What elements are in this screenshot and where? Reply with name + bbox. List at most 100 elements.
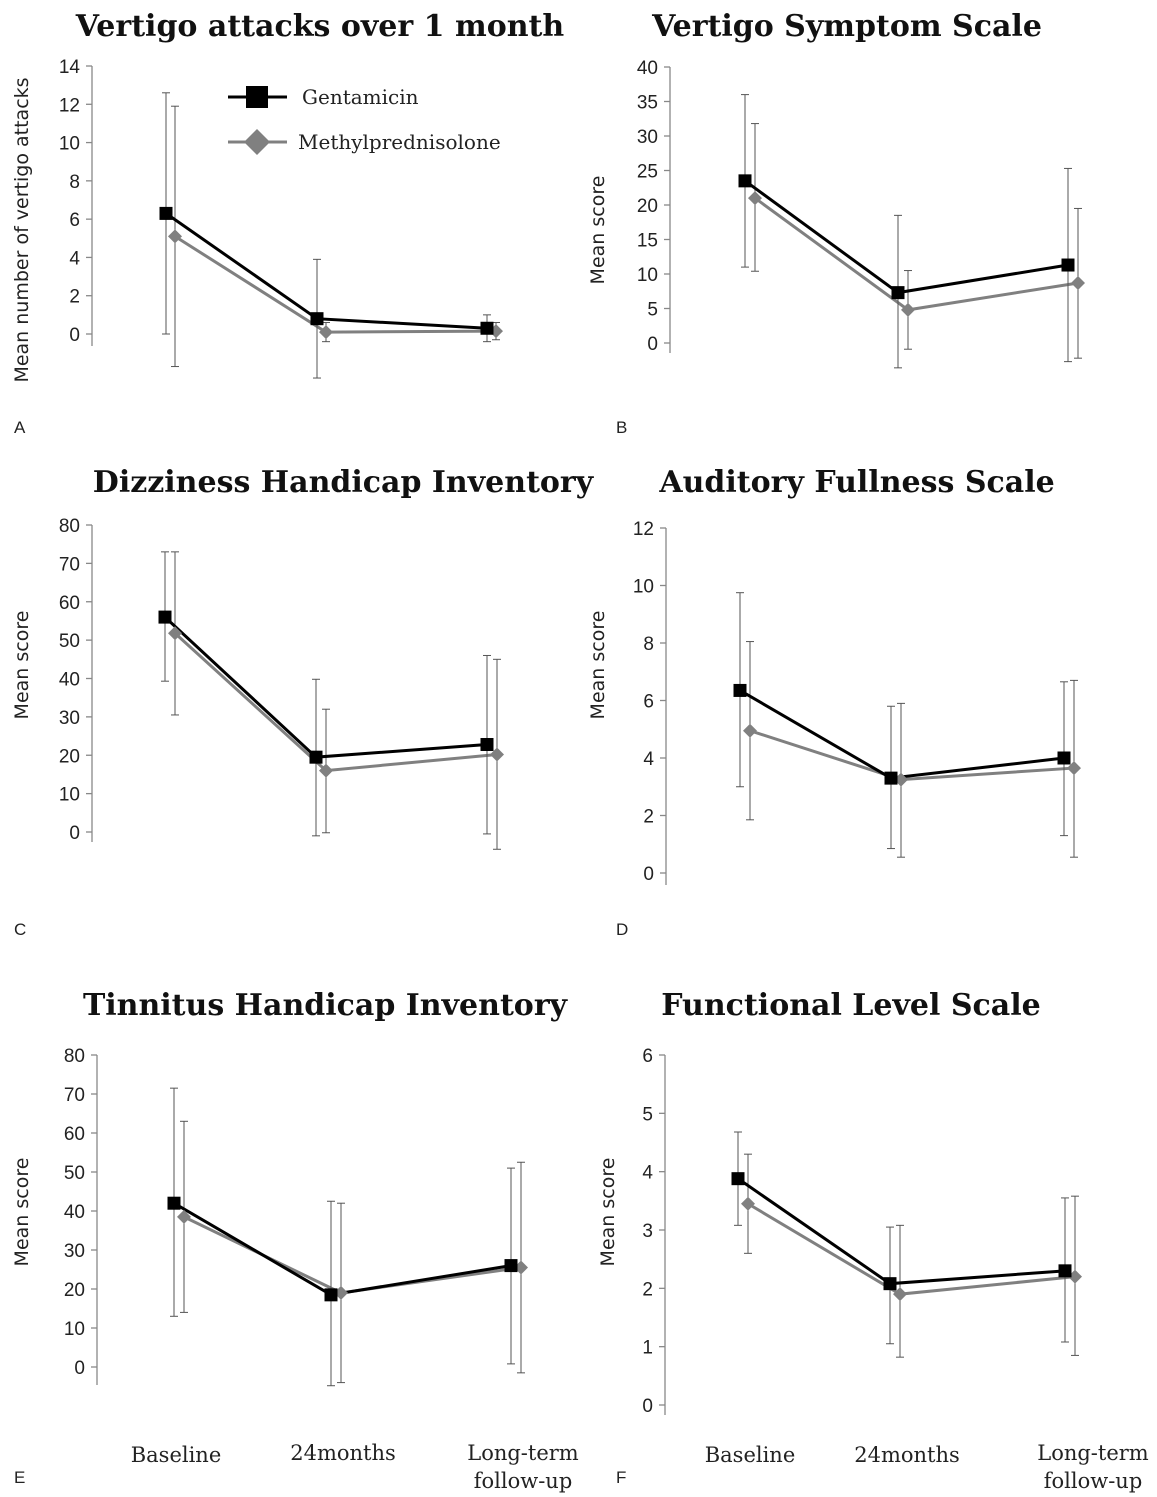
legend-label-methylprednisolone: Methylprednisolone — [298, 130, 501, 154]
y-axis-label-e: Mean score — [11, 1158, 33, 1267]
chart-title-a: Vertigo attacks over 1 month — [75, 9, 565, 44]
y-tick-label-a: 14 — [59, 57, 81, 78]
series-line — [737, 1177, 1066, 1286]
y-tick-label-e: 30 — [64, 1241, 85, 1262]
chart-title-c: Dizziness Handicap Inventory — [93, 465, 595, 500]
panel-f: Functional Level Scale 0 1 2 3 4 5 6 Mean score F… — [597, 988, 1149, 1493]
data-point — [1058, 1264, 1072, 1278]
data-point — [309, 750, 323, 764]
y-tick-label-b: 35 — [637, 93, 658, 114]
y-tick-label-d: 2 — [643, 807, 654, 828]
y-tick-label-b: 10 — [637, 265, 658, 286]
y-tick-label-b: 30 — [637, 127, 658, 148]
y-tick-label-a: 6 — [69, 210, 80, 231]
x-category-label-e: 24months — [290, 1441, 396, 1465]
panel-a: Vertigo attacks over 1 month 0 2 4 6 8 10 12 14 M… — [11, 9, 564, 437]
data-point — [168, 229, 182, 244]
y-tick-label-a: 12 — [59, 95, 80, 116]
data-point — [738, 174, 752, 188]
data-point — [480, 738, 494, 752]
data-point — [748, 191, 762, 206]
y-tick-label-d: 6 — [643, 692, 654, 713]
series-line — [173, 632, 498, 773]
y-tick-label-e: 80 — [64, 1046, 85, 1067]
y-tick-label-a: 10 — [59, 134, 80, 155]
series-line — [183, 1215, 522, 1295]
y-axis-label-d: Mean score — [587, 611, 609, 720]
y-tick-label-d: 4 — [643, 749, 654, 770]
y-axis-label-c: Mean score — [11, 611, 33, 720]
data-point — [733, 683, 747, 697]
panel-letter-c: C — [14, 920, 26, 939]
y-tick-label-c: 80 — [59, 516, 80, 537]
series-gentamicin-e — [170, 1087, 515, 1387]
y-tick-label-d: 0 — [643, 864, 654, 885]
panel-letter-e: E — [14, 1468, 25, 1487]
data-point — [731, 1172, 745, 1186]
panel-letter-f: F — [616, 1468, 626, 1487]
series-line — [165, 212, 488, 330]
x-category-label-f: 24months — [854, 1443, 960, 1467]
x-category-label-e: Long-term follow-up — [467, 1441, 579, 1493]
data-point — [310, 312, 324, 326]
data-point — [319, 325, 333, 340]
y-tick-label-a: 8 — [69, 172, 80, 193]
y-tick-label-f: 6 — [642, 1046, 653, 1067]
panel-e: Tinnitus Handicap Inventory 0 10 20 30 40 50 60… — [11, 988, 579, 1493]
panel-letter-b: B — [616, 418, 627, 437]
series-methylprednisolone-c — [171, 551, 501, 850]
y-tick-label-e: 20 — [64, 1280, 85, 1301]
chart-title-f: Functional Level Scale — [661, 988, 1040, 1023]
y-tick-label-f: 5 — [642, 1104, 653, 1125]
legend-marker-square — [246, 86, 268, 108]
series-gentamicin-f — [734, 1131, 1069, 1345]
data-point — [324, 1288, 338, 1302]
data-point — [480, 321, 494, 335]
y-tick-label-b: 0 — [647, 334, 658, 355]
y-tick-label-f: 2 — [642, 1279, 653, 1300]
y-tick-label-c: 0 — [69, 823, 80, 844]
y-tick-label-c: 50 — [59, 631, 80, 652]
data-point — [177, 1209, 191, 1224]
legend-label-gentamicin: Gentamicin — [302, 85, 419, 109]
y-tick-label-c: 30 — [59, 708, 80, 729]
data-point — [883, 1277, 897, 1291]
y-tick-label-f: 3 — [642, 1221, 653, 1242]
data-point — [901, 302, 915, 317]
series-line — [744, 179, 1069, 295]
data-point — [319, 763, 333, 778]
data-point — [158, 610, 172, 624]
y-tick-label-c: 20 — [59, 746, 80, 767]
y-tick-label-b: 5 — [647, 300, 658, 321]
series-line — [173, 1201, 512, 1297]
y-tick-label-b: 40 — [637, 58, 658, 79]
legend: Gentamicin Methylprednisolone — [228, 85, 501, 155]
y-tick-label-b: 25 — [637, 162, 658, 183]
y-tick-label-f: 1 — [642, 1338, 653, 1359]
data-point — [1071, 275, 1085, 290]
series-gentamicin-d — [736, 592, 1068, 850]
series-methylprednisolone-f — [744, 1153, 1079, 1358]
x-category-label-f: Baseline — [705, 1443, 796, 1467]
y-tick-label-f: 0 — [642, 1396, 653, 1417]
data-point — [159, 206, 173, 220]
data-point — [743, 723, 757, 738]
y-axis-label-b: Mean score — [587, 176, 609, 285]
data-point — [504, 1259, 518, 1273]
x-category-label-f: Long-term follow-up — [1037, 1441, 1149, 1493]
y-tick-label-f: 4 — [642, 1163, 653, 1184]
series-methylprednisolone-d — [746, 641, 1078, 858]
chart-title-b: Vertigo Symptom Scale — [651, 9, 1042, 44]
y-tick-label-a: 2 — [69, 287, 80, 308]
y-tick-label-c: 60 — [59, 593, 80, 614]
x-category-label-e: Baseline — [131, 1443, 222, 1467]
series-methylprednisolone-e — [180, 1120, 525, 1384]
panel-d: Auditory Fullness Scale 0 2 4 6 8 10 12 Mean sco… — [587, 465, 1081, 939]
series-gentamicin-b — [741, 94, 1072, 369]
y-tick-label-d: 10 — [633, 577, 654, 598]
series-methylprednisolone-b — [751, 123, 1082, 359]
data-point — [1057, 751, 1071, 765]
panel-c: Dizziness Handicap Inventory 0 10 20 30 40 50 6… — [11, 465, 595, 939]
data-point — [893, 1287, 907, 1302]
